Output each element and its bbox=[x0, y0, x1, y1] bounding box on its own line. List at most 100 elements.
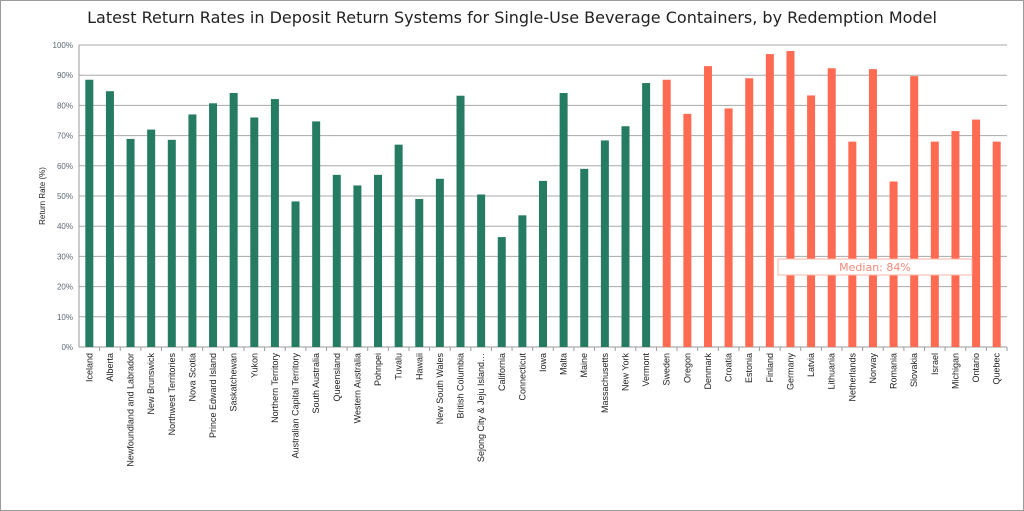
x-tick-label: British Columbia bbox=[456, 353, 466, 419]
bar bbox=[497, 237, 506, 347]
y-tick-label: 70% bbox=[57, 132, 73, 141]
y-tick-label: 0% bbox=[61, 343, 73, 352]
bar bbox=[270, 99, 279, 347]
bar bbox=[394, 144, 403, 347]
x-tick-label: Hawaii bbox=[414, 353, 424, 380]
x-tick-label: Sejong City & Jeju Island… bbox=[476, 353, 486, 462]
bar bbox=[972, 119, 981, 348]
x-tick-label: Yukon bbox=[249, 353, 259, 378]
bar bbox=[951, 131, 960, 347]
bar bbox=[683, 113, 692, 347]
bar bbox=[229, 93, 238, 347]
x-tick-label: Estonia bbox=[744, 353, 754, 383]
y-tick-label: 80% bbox=[57, 101, 73, 110]
x-tick-label: Western Australia bbox=[352, 353, 362, 423]
chart-title: Latest Return Rates in Deposit Return Sy… bbox=[87, 8, 937, 27]
bar bbox=[250, 117, 259, 347]
bar bbox=[332, 174, 341, 347]
x-tick-label: Norway bbox=[868, 353, 878, 384]
bar bbox=[745, 78, 754, 347]
bar bbox=[85, 79, 94, 347]
bar bbox=[642, 83, 651, 347]
x-tick-label: Northwest Territories bbox=[167, 353, 177, 436]
bar bbox=[147, 129, 156, 347]
bar bbox=[374, 174, 383, 347]
y-tick-label: 30% bbox=[57, 252, 73, 261]
x-tick-label: South Australia bbox=[311, 353, 321, 414]
bar bbox=[703, 66, 712, 347]
y-tick-label: 90% bbox=[57, 71, 73, 80]
x-tick-label: Slovakia bbox=[909, 353, 919, 387]
x-tick-label: Northern Territory bbox=[270, 353, 280, 423]
bar bbox=[539, 180, 547, 347]
y-tick-label: 100% bbox=[53, 41, 73, 50]
bar bbox=[807, 95, 816, 348]
x-tick-label: California bbox=[497, 353, 507, 391]
x-tick-label: Oregon bbox=[682, 353, 692, 383]
bar bbox=[786, 51, 795, 347]
x-tick-label: Iowa bbox=[538, 353, 548, 372]
x-tick-label: Iceland bbox=[84, 353, 94, 382]
x-tick-label: Saskatchewan bbox=[229, 353, 239, 412]
y-tick-label: 50% bbox=[57, 192, 73, 201]
bar bbox=[353, 185, 362, 347]
bar bbox=[930, 141, 939, 347]
x-tick-label: New York bbox=[620, 353, 630, 392]
x-tick-label: Ontario bbox=[971, 353, 981, 383]
x-tick-label: Latvia bbox=[806, 353, 816, 377]
x-tick-label: Israel bbox=[930, 353, 940, 375]
y-axis-label: Return Rate (%) bbox=[38, 167, 47, 225]
x-tick-label: Nova Scotia bbox=[187, 353, 197, 402]
x-tick-label: Michigan bbox=[950, 353, 960, 389]
x-tick-label: Massachusetts bbox=[600, 353, 610, 414]
bar bbox=[167, 139, 176, 347]
x-tick-label: New South Wales bbox=[435, 353, 445, 425]
x-tick-label: New Brunswick bbox=[146, 353, 156, 415]
median-annotation: Median: 84% bbox=[839, 261, 911, 274]
bar bbox=[415, 199, 424, 347]
x-tick-label: Quebec bbox=[992, 353, 1002, 385]
x-tick-label: Croatia bbox=[724, 353, 734, 382]
x-tick-label: Denmark bbox=[703, 353, 713, 390]
x-tick-label: Romania bbox=[889, 353, 899, 389]
y-tick-label: 20% bbox=[57, 283, 73, 292]
bar bbox=[724, 108, 733, 347]
bar bbox=[126, 138, 135, 347]
median-annotation-box bbox=[777, 258, 973, 276]
bar bbox=[827, 68, 836, 347]
bar bbox=[477, 194, 486, 347]
bar bbox=[765, 54, 774, 348]
x-tick-label: Prince Edward Island bbox=[208, 353, 218, 438]
bar bbox=[291, 201, 300, 347]
bar bbox=[518, 215, 527, 347]
bar bbox=[456, 95, 465, 348]
bar bbox=[992, 141, 1001, 347]
x-tick-label: Australian Capital Territory bbox=[291, 353, 301, 459]
x-tick-label: Tuvalu bbox=[394, 353, 404, 380]
bar bbox=[868, 69, 877, 347]
x-tick-label: Sweden bbox=[662, 353, 672, 386]
y-tick-label: 10% bbox=[57, 313, 73, 322]
bar bbox=[559, 93, 568, 347]
x-tick-label: Pohnpei bbox=[373, 353, 383, 386]
bar bbox=[662, 79, 671, 347]
y-tick-label: 40% bbox=[57, 222, 73, 231]
bar bbox=[312, 121, 321, 347]
bar bbox=[435, 178, 444, 347]
bar bbox=[188, 114, 197, 348]
bar bbox=[621, 126, 630, 347]
x-tick-label: Finland bbox=[765, 353, 775, 383]
bar bbox=[848, 141, 857, 347]
bar bbox=[209, 103, 218, 347]
bar bbox=[910, 76, 919, 347]
x-tick-label: Malta bbox=[559, 353, 569, 375]
x-tick-label: Lithuania bbox=[827, 353, 837, 390]
x-tick-label: Vermont bbox=[641, 353, 651, 387]
bar bbox=[580, 168, 589, 347]
x-tick-label: Germany bbox=[785, 353, 795, 391]
y-tick-label: 60% bbox=[57, 162, 73, 171]
bar bbox=[600, 140, 609, 347]
x-tick-label: Connecticut bbox=[517, 353, 527, 401]
